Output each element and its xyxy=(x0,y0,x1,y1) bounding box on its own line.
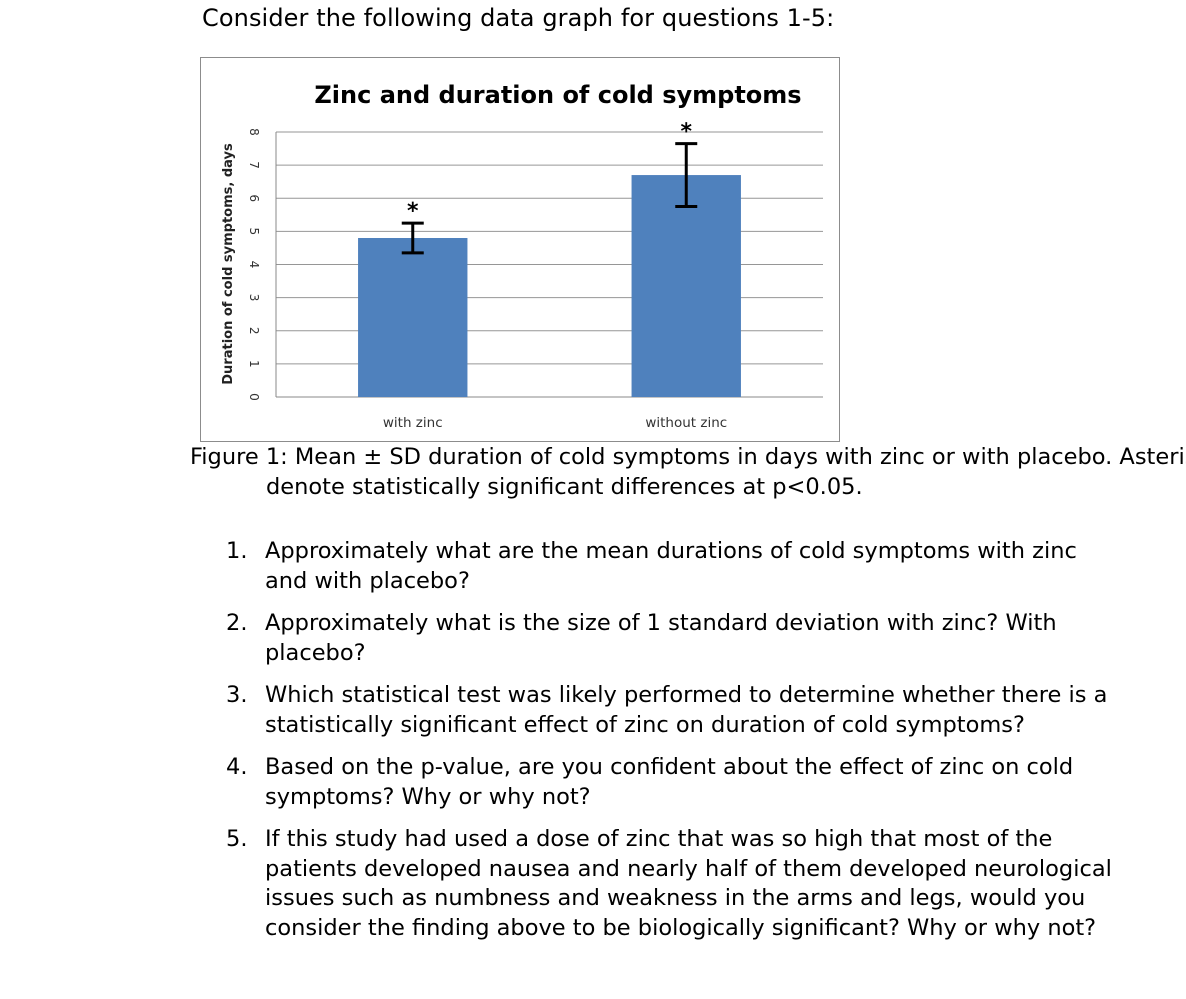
question-text: If this study had used a dose of zinc th… xyxy=(265,826,1112,941)
y-tick-label: 1 xyxy=(247,360,261,368)
significance-asterisk: * xyxy=(680,120,692,145)
question-list: 1. Approximately what are the mean durati… xyxy=(218,537,1118,956)
y-tick-label: 6 xyxy=(247,194,261,202)
y-axis-label: Duration of cold symptoms, days xyxy=(221,143,236,385)
question-text: Based on the p-value, are you confident … xyxy=(265,754,1074,810)
question-text: Which statistical test was likely perfor… xyxy=(265,682,1108,738)
figure-caption: Figure 1: Mean ± SD duration of cold sym… xyxy=(190,444,1186,500)
question-item: 4. Based on the p-value, are you confiden… xyxy=(218,753,1118,812)
significance-asterisk: * xyxy=(407,199,419,224)
x-category-label: with zinc xyxy=(383,415,443,431)
question-number: 5. xyxy=(226,826,248,852)
bar xyxy=(358,238,468,397)
y-tick-label: 3 xyxy=(247,294,261,302)
question-item: 2. Approximately what is the size of 1 st… xyxy=(218,609,1118,668)
question-number: 4. xyxy=(226,754,248,780)
question-item: 5. If this study had used a dose of zinc … xyxy=(218,825,1118,943)
question-number: 2. xyxy=(226,610,248,636)
question-text: Approximately what is the size of 1 stan… xyxy=(265,610,1057,666)
question-item: 1. Approximately what are the mean durati… xyxy=(218,537,1118,596)
question-text: Approximately what are the mean duration… xyxy=(265,538,1077,594)
bar xyxy=(631,175,741,397)
y-tick-label: 2 xyxy=(247,327,261,335)
bar-chart: Zinc and duration of cold symptoms 0 1 2 3 4 5… xyxy=(221,81,823,431)
intro-text: Consider the following data graph for qu… xyxy=(202,4,835,32)
y-tick-label: 5 xyxy=(247,228,261,236)
x-category-label: without zinc xyxy=(645,415,727,431)
question-number: 1. xyxy=(226,538,248,564)
chart-title: Zinc and duration of cold symptoms xyxy=(314,81,801,109)
chart-container: Zinc and duration of cold symptoms 0 1 2 3 4 5… xyxy=(200,57,840,442)
question-item: 3. Which statistical test was likely perf… xyxy=(218,681,1118,740)
question-number: 3. xyxy=(226,682,248,708)
y-tick-label: 0 xyxy=(247,393,261,401)
y-tick-label: 7 xyxy=(247,161,261,169)
y-tick-label: 4 xyxy=(247,261,261,269)
y-tick-label: 8 xyxy=(247,128,261,136)
